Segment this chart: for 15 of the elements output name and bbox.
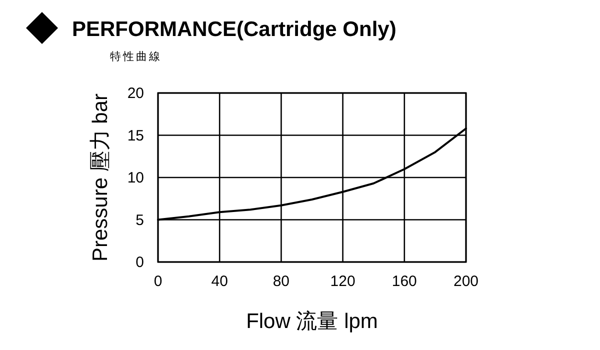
x-tick-label: 200 — [453, 273, 479, 290]
x-tick-label: 120 — [330, 273, 356, 290]
x-tick-label: 80 — [272, 273, 290, 290]
x-axis-title: Flow 流量 lpm — [246, 310, 378, 333]
chart-subtitle: 特性曲線 — [110, 50, 162, 63]
x-tick-label: 40 — [211, 273, 228, 290]
y-axis-title: Pressure 壓力 bar — [89, 93, 112, 262]
y-tick-label: 5 — [136, 212, 144, 229]
y-tick-label: 0 — [136, 254, 144, 271]
y-tick-label: 10 — [127, 170, 144, 186]
x-tick-label: 160 — [392, 273, 417, 290]
chart-title: PERFORMANCE(Cartridge Only) — [72, 18, 396, 41]
x-tick-label: 0 — [154, 273, 162, 290]
y-tick-label: 15 — [127, 127, 144, 144]
y-tick-label: 20 — [127, 85, 144, 102]
